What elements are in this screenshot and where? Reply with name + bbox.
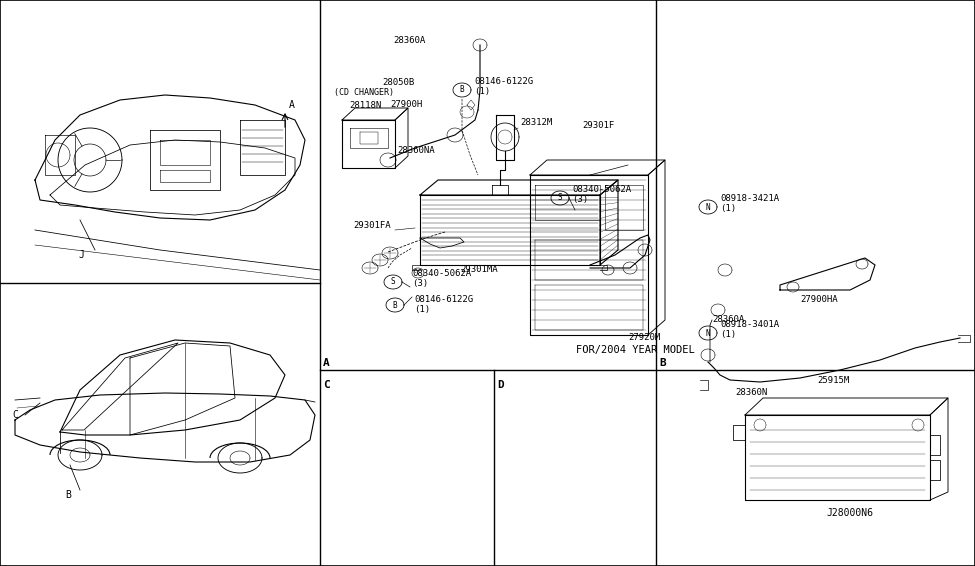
Text: (1): (1): [720, 204, 736, 213]
Text: 29301FA: 29301FA: [353, 221, 391, 230]
Text: FOR/2004 YEAR MODEL: FOR/2004 YEAR MODEL: [576, 345, 695, 355]
Text: (3): (3): [412, 279, 428, 288]
Text: 08146-6122G: 08146-6122G: [474, 77, 533, 86]
Text: 28118N: 28118N: [349, 101, 381, 110]
Text: S: S: [558, 194, 563, 203]
Text: N: N: [706, 203, 711, 212]
Text: (1): (1): [474, 87, 490, 96]
Text: (1): (1): [720, 330, 736, 339]
Text: B: B: [65, 490, 71, 500]
Text: B: B: [459, 85, 464, 95]
Text: 27900H: 27900H: [390, 100, 422, 109]
Text: 28360A: 28360A: [393, 36, 425, 45]
Text: A: A: [289, 100, 294, 110]
Text: 08918-3401A: 08918-3401A: [720, 320, 779, 329]
Text: 28360A: 28360A: [712, 315, 744, 324]
Text: 29301F: 29301F: [582, 121, 614, 130]
Text: B: B: [659, 358, 666, 368]
Text: D: D: [497, 380, 504, 390]
Text: N: N: [706, 328, 711, 337]
Text: B: B: [393, 301, 398, 310]
Text: A: A: [323, 358, 330, 368]
Text: 28360N: 28360N: [735, 388, 767, 397]
Text: 25915M: 25915M: [817, 376, 849, 385]
Text: 29301MA: 29301MA: [460, 265, 497, 274]
Text: (3): (3): [572, 195, 588, 204]
Text: 27900HA: 27900HA: [800, 295, 838, 304]
Text: C: C: [323, 380, 330, 390]
Text: 27920M: 27920M: [628, 333, 660, 342]
Text: 08340-5062A: 08340-5062A: [572, 185, 631, 194]
Text: 08918-3421A: 08918-3421A: [720, 194, 779, 203]
Text: 28050B: 28050B: [382, 78, 414, 87]
Text: C: C: [12, 410, 18, 420]
Text: J: J: [78, 250, 84, 260]
Text: 28312M: 28312M: [520, 118, 552, 127]
Text: 28360NA: 28360NA: [397, 146, 435, 155]
Text: 08340-5062A: 08340-5062A: [412, 269, 471, 278]
Text: S: S: [391, 277, 395, 286]
Text: (1): (1): [414, 305, 430, 314]
Text: (CD CHANGER): (CD CHANGER): [334, 88, 394, 97]
Text: J28000N6: J28000N6: [826, 508, 873, 518]
Text: 08146-6122G: 08146-6122G: [414, 295, 473, 304]
